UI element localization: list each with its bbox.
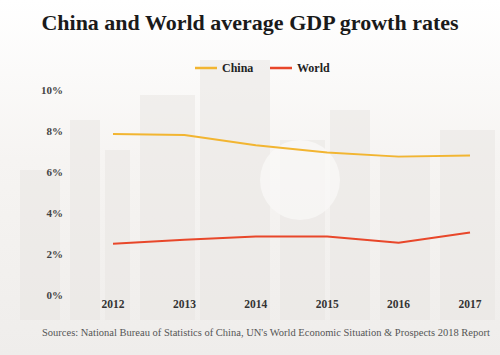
y-tick: [74, 90, 78, 91]
y-tick: [74, 213, 78, 214]
x-tick-label: 2016: [387, 298, 410, 310]
building: [105, 150, 130, 320]
source: Sources: National Bureau of Statistics o…: [42, 327, 490, 338]
building: [380, 155, 430, 320]
building: [70, 120, 100, 320]
x-tick-label: 2012: [102, 298, 125, 310]
building: [330, 110, 370, 320]
building: [140, 95, 195, 320]
legend-swatch: [270, 67, 292, 70]
building: [440, 130, 495, 320]
plot-area: [113, 134, 470, 244]
y-tick: [74, 295, 78, 296]
x-tick-label: 2013: [173, 298, 196, 310]
x-tick-label: 2017: [459, 298, 482, 310]
legend-label: World: [297, 61, 330, 75]
y-tick-label: 10%: [41, 84, 63, 96]
legend-swatch: [195, 67, 217, 70]
legend: China World: [195, 61, 330, 75]
x-tick-label: 2015: [316, 298, 339, 310]
y-tick: [74, 131, 78, 132]
y-tick-label: 0%: [47, 289, 64, 301]
y-tick-label: 6%: [47, 166, 64, 178]
legend-label: China: [222, 61, 253, 75]
chart: China and World average GDP growth rates…: [0, 0, 500, 355]
y-axis: 0% 2% 4% 6% 8% 10%: [41, 84, 78, 301]
y-tick-label: 2%: [47, 248, 64, 260]
y-tick: [74, 254, 78, 255]
building: [200, 60, 270, 320]
series-line: [113, 232, 470, 243]
background: [0, 0, 500, 355]
title: China and World average GDP growth rates: [41, 10, 459, 35]
y-tick: [74, 172, 78, 173]
y-tick-label: 8%: [47, 125, 64, 137]
series-line: [113, 134, 470, 157]
x-axis: 2012 2013 2014 2015 2016 2017: [102, 298, 482, 310]
y-tick-label: 4%: [47, 207, 64, 219]
skyline: [20, 60, 495, 320]
x-tick-label: 2014: [244, 298, 267, 310]
